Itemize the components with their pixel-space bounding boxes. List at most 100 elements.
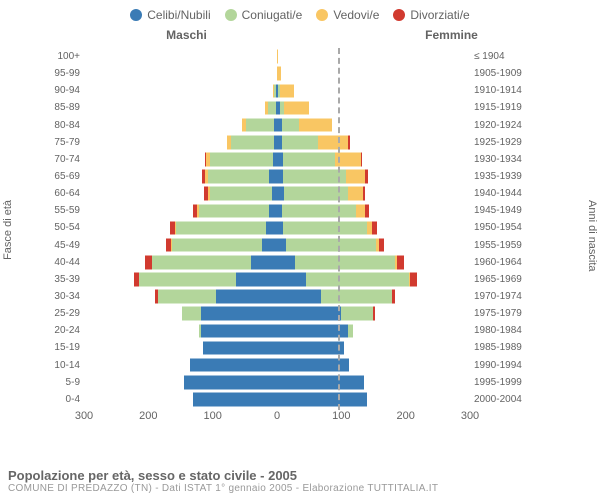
bar-segment	[365, 204, 369, 219]
pyramid-row: 10-141990-1994	[50, 357, 530, 374]
female-bar	[277, 101, 470, 116]
male-bar	[84, 152, 277, 167]
y-left-title: Fasce di età	[2, 200, 14, 260]
year-label: 1950-1954	[470, 222, 530, 233]
year-label: 1960-1964	[470, 257, 530, 268]
male-bar	[84, 186, 277, 201]
age-label: 70-74	[50, 154, 84, 165]
pyramid-row: 40-44 1960-1964	[50, 254, 530, 271]
male-bar	[84, 375, 277, 390]
female-bar	[277, 392, 470, 407]
bar-segment	[210, 186, 272, 201]
bar-area	[84, 219, 470, 236]
population-pyramid: Celibi/NubiliConiugati/eVedovi/eDivorzia…	[0, 0, 600, 500]
male-bar	[84, 392, 277, 407]
female-bar	[277, 204, 470, 219]
bar-segment	[372, 221, 377, 236]
bar-segment	[348, 324, 353, 339]
male-bar	[84, 118, 277, 133]
bar-segment	[348, 135, 349, 150]
bar-area	[84, 202, 470, 219]
year-label: 1955-1959	[470, 240, 530, 251]
male-bar	[84, 289, 277, 304]
x-tick: 200	[139, 410, 157, 422]
bar-area	[84, 117, 470, 134]
bar-segment	[236, 272, 277, 287]
male-bar	[84, 324, 277, 339]
bar-segment	[190, 358, 277, 373]
female-header: Femmine	[319, 28, 584, 42]
bar-segment	[283, 169, 346, 184]
bar-segment	[176, 221, 266, 236]
bar-area	[84, 322, 470, 339]
year-label: 1915-1919	[470, 102, 530, 113]
bar-segment	[193, 392, 277, 407]
female-bar	[277, 238, 470, 253]
male-bar	[84, 221, 277, 236]
bar-segment	[284, 101, 308, 116]
bar-area	[84, 82, 470, 99]
year-label: 1930-1934	[470, 154, 530, 165]
male-bar	[84, 204, 277, 219]
legend: Celibi/NubiliConiugati/eVedovi/eDivorzia…	[0, 0, 600, 26]
bar-segment	[277, 49, 278, 64]
age-label: 60-64	[50, 188, 84, 199]
bar-segment	[306, 272, 409, 287]
male-bar	[84, 135, 277, 150]
female-bar	[277, 375, 470, 390]
x-tick: 300	[75, 410, 93, 422]
legend-item: Vedovi/e	[316, 8, 379, 22]
bar-segment	[277, 66, 281, 81]
pyramid-row: 70-74 1930-1934	[50, 151, 530, 168]
pyramid-row: 75-791925-1929	[50, 134, 530, 151]
bar-segment	[277, 255, 295, 270]
female-bar	[277, 135, 470, 150]
bar-segment	[277, 375, 364, 390]
bar-segment	[152, 255, 252, 270]
bar-segment	[199, 204, 270, 219]
bar-segment	[277, 238, 286, 253]
year-label: 1920-1924	[470, 120, 530, 131]
year-label: 1925-1929	[470, 137, 530, 148]
bar-segment	[277, 341, 344, 356]
footer: Popolazione per età, sesso e stato civil…	[8, 468, 592, 494]
bar-area	[84, 151, 470, 168]
male-bar	[84, 66, 277, 81]
bar-segment	[318, 135, 349, 150]
bar-area	[84, 237, 470, 254]
bar-segment	[282, 204, 356, 219]
female-bar	[277, 169, 470, 184]
bar-segment	[365, 169, 368, 184]
legend-swatch	[225, 9, 237, 21]
female-bar	[277, 341, 470, 356]
pyramid-row: 80-841920-1924	[50, 117, 530, 134]
bar-segment	[341, 306, 373, 321]
male-bar	[84, 84, 277, 99]
year-label: ≤ 1904	[470, 51, 530, 62]
female-bar	[277, 49, 470, 64]
pyramid-row: 50-541950-1954	[50, 219, 530, 236]
year-label: 1985-1989	[470, 342, 530, 353]
bar-segment	[172, 238, 262, 253]
female-bar	[277, 289, 470, 304]
pyramid-row: 30-341970-1974	[50, 288, 530, 305]
year-label: 1975-1979	[470, 308, 530, 319]
x-tick: 100	[332, 410, 350, 422]
age-label: 40-44	[50, 257, 84, 268]
legend-item: Coniugati/e	[225, 8, 303, 22]
bar-segment	[282, 135, 317, 150]
bar-segment	[283, 221, 367, 236]
male-bar	[84, 341, 277, 356]
male-bar	[84, 49, 277, 64]
year-label: 1970-1974	[470, 291, 530, 302]
male-bar	[84, 358, 277, 373]
bar-area	[84, 254, 470, 271]
legend-label: Divorziati/e	[410, 8, 469, 22]
bar-segment	[251, 255, 277, 270]
legend-swatch	[316, 9, 328, 21]
legend-label: Coniugati/e	[242, 8, 303, 22]
x-axis: 3002001000100200300	[50, 410, 530, 428]
male-bar	[84, 101, 277, 116]
female-bar	[277, 118, 470, 133]
bar-segment	[277, 186, 284, 201]
